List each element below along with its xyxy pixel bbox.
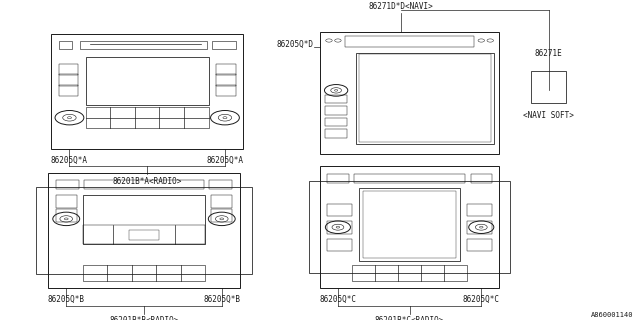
Bar: [209, 180, 232, 189]
Bar: [84, 180, 204, 189]
Bar: [211, 209, 232, 222]
Bar: [56, 180, 79, 189]
Bar: [345, 36, 474, 47]
Bar: [59, 63, 78, 75]
Bar: [325, 118, 347, 126]
Bar: [129, 230, 159, 239]
Text: 86205Q*C: 86205Q*C: [463, 295, 500, 304]
Bar: [51, 34, 243, 149]
Text: 86271E: 86271E: [535, 49, 563, 58]
Text: 86205Q*B: 86205Q*B: [48, 295, 84, 304]
Text: <NAVI SOFT>: <NAVI SOFT>: [524, 110, 574, 120]
Bar: [216, 85, 236, 96]
Text: 86201B*C<RADIO>: 86201B*C<RADIO>: [375, 316, 444, 320]
Text: 86205Q*A: 86205Q*A: [51, 156, 88, 164]
Bar: [216, 74, 236, 86]
Bar: [467, 204, 492, 216]
Bar: [358, 54, 491, 142]
Bar: [327, 221, 352, 234]
Text: 86205Q*D: 86205Q*D: [276, 40, 314, 49]
Bar: [309, 181, 510, 273]
Bar: [327, 174, 349, 183]
Bar: [360, 188, 460, 261]
Text: 86201B*A<RADIO>: 86201B*A<RADIO>: [113, 177, 182, 186]
Text: 86205Q*C: 86205Q*C: [319, 295, 356, 304]
Bar: [59, 74, 78, 86]
Bar: [211, 196, 232, 208]
Bar: [83, 195, 205, 244]
Bar: [212, 41, 236, 49]
Bar: [470, 174, 492, 183]
Text: 86205Q*A: 86205Q*A: [207, 156, 243, 164]
Bar: [352, 265, 467, 281]
Text: 86205Q*B: 86205Q*B: [204, 295, 240, 304]
Bar: [59, 41, 72, 49]
Bar: [325, 95, 347, 103]
Bar: [59, 85, 78, 96]
Bar: [327, 239, 352, 251]
Bar: [364, 191, 456, 258]
Bar: [467, 239, 492, 251]
Bar: [86, 107, 209, 128]
Text: 86271D*D<NAVI>: 86271D*D<NAVI>: [368, 2, 433, 11]
Bar: [467, 221, 492, 234]
Bar: [80, 41, 207, 49]
Bar: [48, 173, 240, 288]
Bar: [325, 106, 347, 115]
Bar: [56, 209, 77, 222]
Bar: [83, 225, 205, 244]
Bar: [354, 174, 465, 183]
Text: A860001140: A860001140: [591, 312, 634, 318]
Bar: [86, 57, 209, 105]
Bar: [36, 187, 252, 274]
Bar: [356, 53, 494, 144]
Bar: [320, 166, 499, 288]
Bar: [325, 129, 347, 138]
Bar: [531, 70, 566, 102]
Bar: [320, 32, 499, 154]
Bar: [216, 63, 236, 75]
Bar: [56, 196, 77, 208]
Bar: [327, 204, 352, 216]
Text: 86201B*B<RADIO>: 86201B*B<RADIO>: [109, 316, 179, 320]
Bar: [83, 265, 205, 281]
